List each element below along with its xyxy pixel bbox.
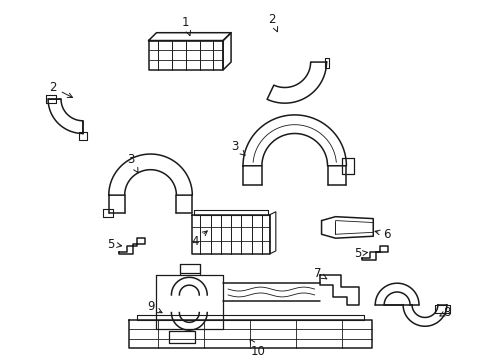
Text: 9: 9: [146, 300, 162, 313]
Text: 3: 3: [127, 153, 138, 173]
Text: 7: 7: [313, 267, 326, 280]
Text: 5: 5: [107, 238, 122, 251]
Text: 3: 3: [231, 140, 244, 156]
Text: 10: 10: [249, 339, 265, 358]
Polygon shape: [266, 62, 326, 103]
Polygon shape: [108, 154, 192, 195]
Polygon shape: [243, 115, 346, 166]
Text: 4: 4: [191, 231, 207, 248]
Text: 1: 1: [181, 17, 190, 36]
Text: 8: 8: [439, 306, 449, 319]
Text: 2: 2: [267, 13, 277, 32]
Text: 6: 6: [374, 228, 390, 241]
Text: 5: 5: [353, 247, 366, 260]
Polygon shape: [48, 99, 83, 134]
Text: 2: 2: [49, 81, 72, 98]
